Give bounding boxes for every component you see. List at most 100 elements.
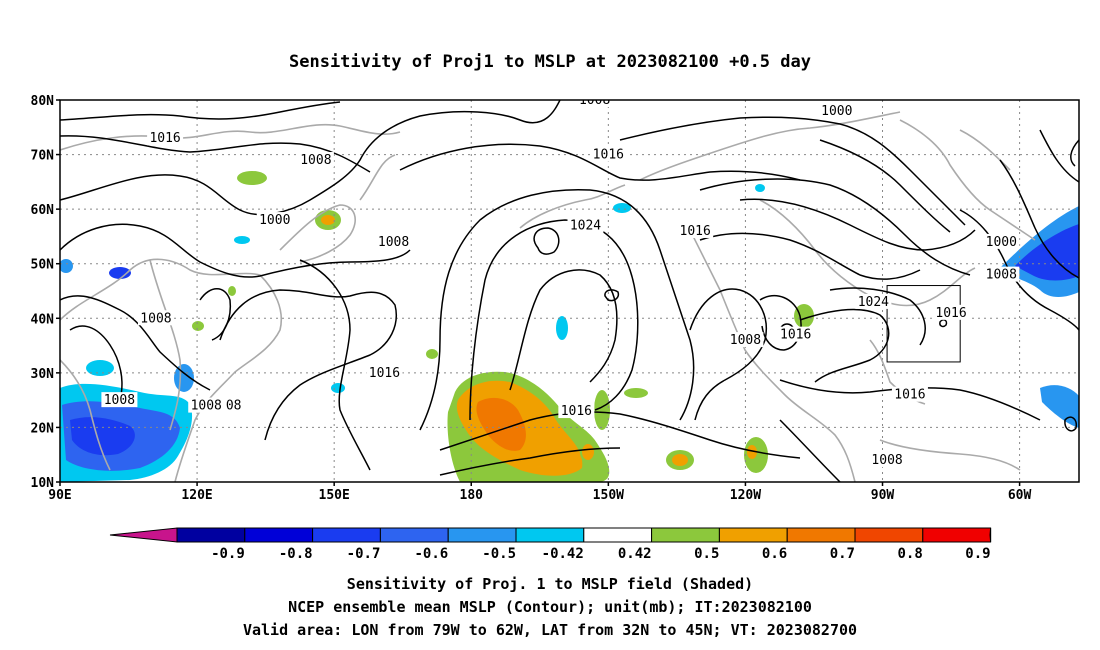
- lon-tick-label: 150E: [319, 488, 350, 503]
- contour-label: 1000: [821, 104, 852, 119]
- contour-label-bg: [777, 326, 814, 342]
- contour-label: 1016: [561, 404, 592, 419]
- footer-line-2: NCEP ensemble mean MSLP (Contour); unit(…: [288, 598, 812, 616]
- positive-spot-g-core: [321, 215, 335, 225]
- negative-spot-e: [556, 316, 568, 340]
- lat-tick-label: 10N: [31, 476, 55, 491]
- contour-label: 1024: [570, 219, 601, 234]
- contour-label-bg: [590, 146, 627, 162]
- colorbar-swatch: [244, 527, 314, 543]
- lat-tick-label: 60N: [31, 203, 55, 218]
- positive-spot-b-core: [672, 454, 688, 466]
- contour-label-bg: [855, 293, 892, 309]
- colorbar-swatch: [312, 527, 381, 543]
- colorbar-label: 0.8: [898, 546, 923, 562]
- contour-label: 08: [226, 399, 242, 414]
- lon-tick-label: 120W: [730, 488, 761, 503]
- negative-spot-i: [755, 184, 765, 192]
- contour-label: 1008: [191, 399, 222, 414]
- colorbar-label: -0.42: [542, 546, 584, 562]
- contour-label: 1000: [259, 213, 290, 228]
- colorbar-label: 0.6: [762, 546, 787, 562]
- valid-area-box: [886, 285, 961, 363]
- contour-label: 1008: [730, 333, 761, 348]
- contour-label: 1016: [369, 366, 400, 381]
- contour-label: 1016: [780, 328, 811, 343]
- colorbar-over-triangle: [989, 527, 992, 543]
- contour-label-bg: [558, 403, 595, 419]
- positive-spot-e: [624, 388, 648, 398]
- footer-line-3: Valid area: LON from 79W to 62W, LAT fro…: [243, 621, 857, 639]
- negative-spot-b: [86, 360, 114, 376]
- contour-label-bg: [677, 222, 714, 238]
- contour-label: 1008: [378, 235, 409, 250]
- negative-spot-g: [234, 236, 250, 244]
- lon-tick-label: 180: [460, 488, 484, 503]
- contour-label-bg: [891, 386, 928, 402]
- contour-label-bg: [137, 310, 174, 326]
- colorbar-label: 0.9: [965, 546, 990, 562]
- contour-label: 1024: [858, 295, 889, 310]
- contour-label: 1008: [104, 393, 135, 408]
- contour-label: 1008: [871, 453, 902, 468]
- contour-label-bg: [983, 266, 1020, 282]
- colorbar-swatch: [718, 527, 788, 543]
- contour-label: 1008: [140, 311, 171, 326]
- sensitivity-shading: [60, 171, 1079, 482]
- colorbar-under-triangle: [109, 527, 178, 543]
- contour-label-bg: [101, 392, 138, 408]
- contour-label-bg: [933, 304, 970, 320]
- contour-label-bg: [869, 452, 906, 468]
- lat-tick-label: 20N: [31, 421, 55, 436]
- colorbar-label: -0.5: [482, 546, 516, 562]
- positive-spot-c-core: [747, 445, 757, 459]
- negative-spot-d: [109, 267, 131, 279]
- contour-label-bg: [375, 233, 412, 249]
- contour-label-bg: [727, 332, 764, 348]
- lat-tick-label: 80N: [31, 94, 55, 109]
- contour-label: 1016: [680, 224, 711, 239]
- contour-label: 1008: [300, 153, 331, 168]
- positive-spot-h: [794, 304, 814, 328]
- mslp-contours: [60, 100, 1079, 482]
- footer-line-1: Sensitivity of Proj. 1 to MSLP field (Sh…: [347, 575, 753, 593]
- lat-tick-label: 30N: [31, 367, 55, 382]
- contour-label-bg: [818, 102, 855, 118]
- lon-tick-label: 90W: [871, 488, 895, 503]
- lon-tick-label: 120E: [181, 488, 212, 503]
- lon-tick-label: 60W: [1008, 488, 1032, 503]
- lon-tick-label: 90E: [48, 488, 71, 503]
- positive-spot-i: [426, 349, 438, 359]
- positive-spot-k: [228, 286, 236, 296]
- contour-label: 1008: [986, 268, 1017, 283]
- colorbar: -0.9 -0.8 -0.7 -0.6 -0.5 -0.42 0.42 0.5 0.6 0.7 0.…: [109, 527, 992, 562]
- positive-spot-j: [192, 321, 204, 331]
- contour-label-bg: [147, 130, 184, 146]
- contour-label-bg: [297, 152, 334, 168]
- lat-tick-label: 40N: [31, 312, 55, 327]
- contour-label: 1016: [593, 148, 624, 163]
- plot-frame: [59, 99, 1080, 483]
- contour-label-bg: [567, 217, 604, 233]
- contour-label-bg: [576, 100, 613, 107]
- colorbar-swatch: [583, 527, 653, 543]
- colorbar-swatch: [176, 527, 246, 543]
- contour-labels: 1008 1000 1016 1008 1016 1000 1024 1016 1008 1000…: [101, 100, 1020, 468]
- colorbar-swatch: [922, 527, 992, 543]
- positive-sensitivity-peak: [476, 397, 526, 451]
- colorbar-swatch: [447, 527, 517, 543]
- negative-spot-h: [331, 383, 345, 393]
- negative-sensitivity-peak: [70, 417, 135, 456]
- colorbar-swatch: [786, 527, 856, 543]
- colorbar-label: 0.7: [830, 546, 855, 562]
- lat-tick-label: 50N: [31, 258, 55, 273]
- positive-spot-a-core: [582, 444, 594, 460]
- colorbar-label: -0.9: [211, 546, 245, 562]
- contour-label-bg: [366, 364, 403, 380]
- lon-tick-label: 150W: [593, 488, 624, 503]
- colorbar-label: -0.6: [414, 546, 448, 562]
- colorbar-swatch: [651, 527, 720, 543]
- colorbar-label: 0.42: [618, 546, 652, 562]
